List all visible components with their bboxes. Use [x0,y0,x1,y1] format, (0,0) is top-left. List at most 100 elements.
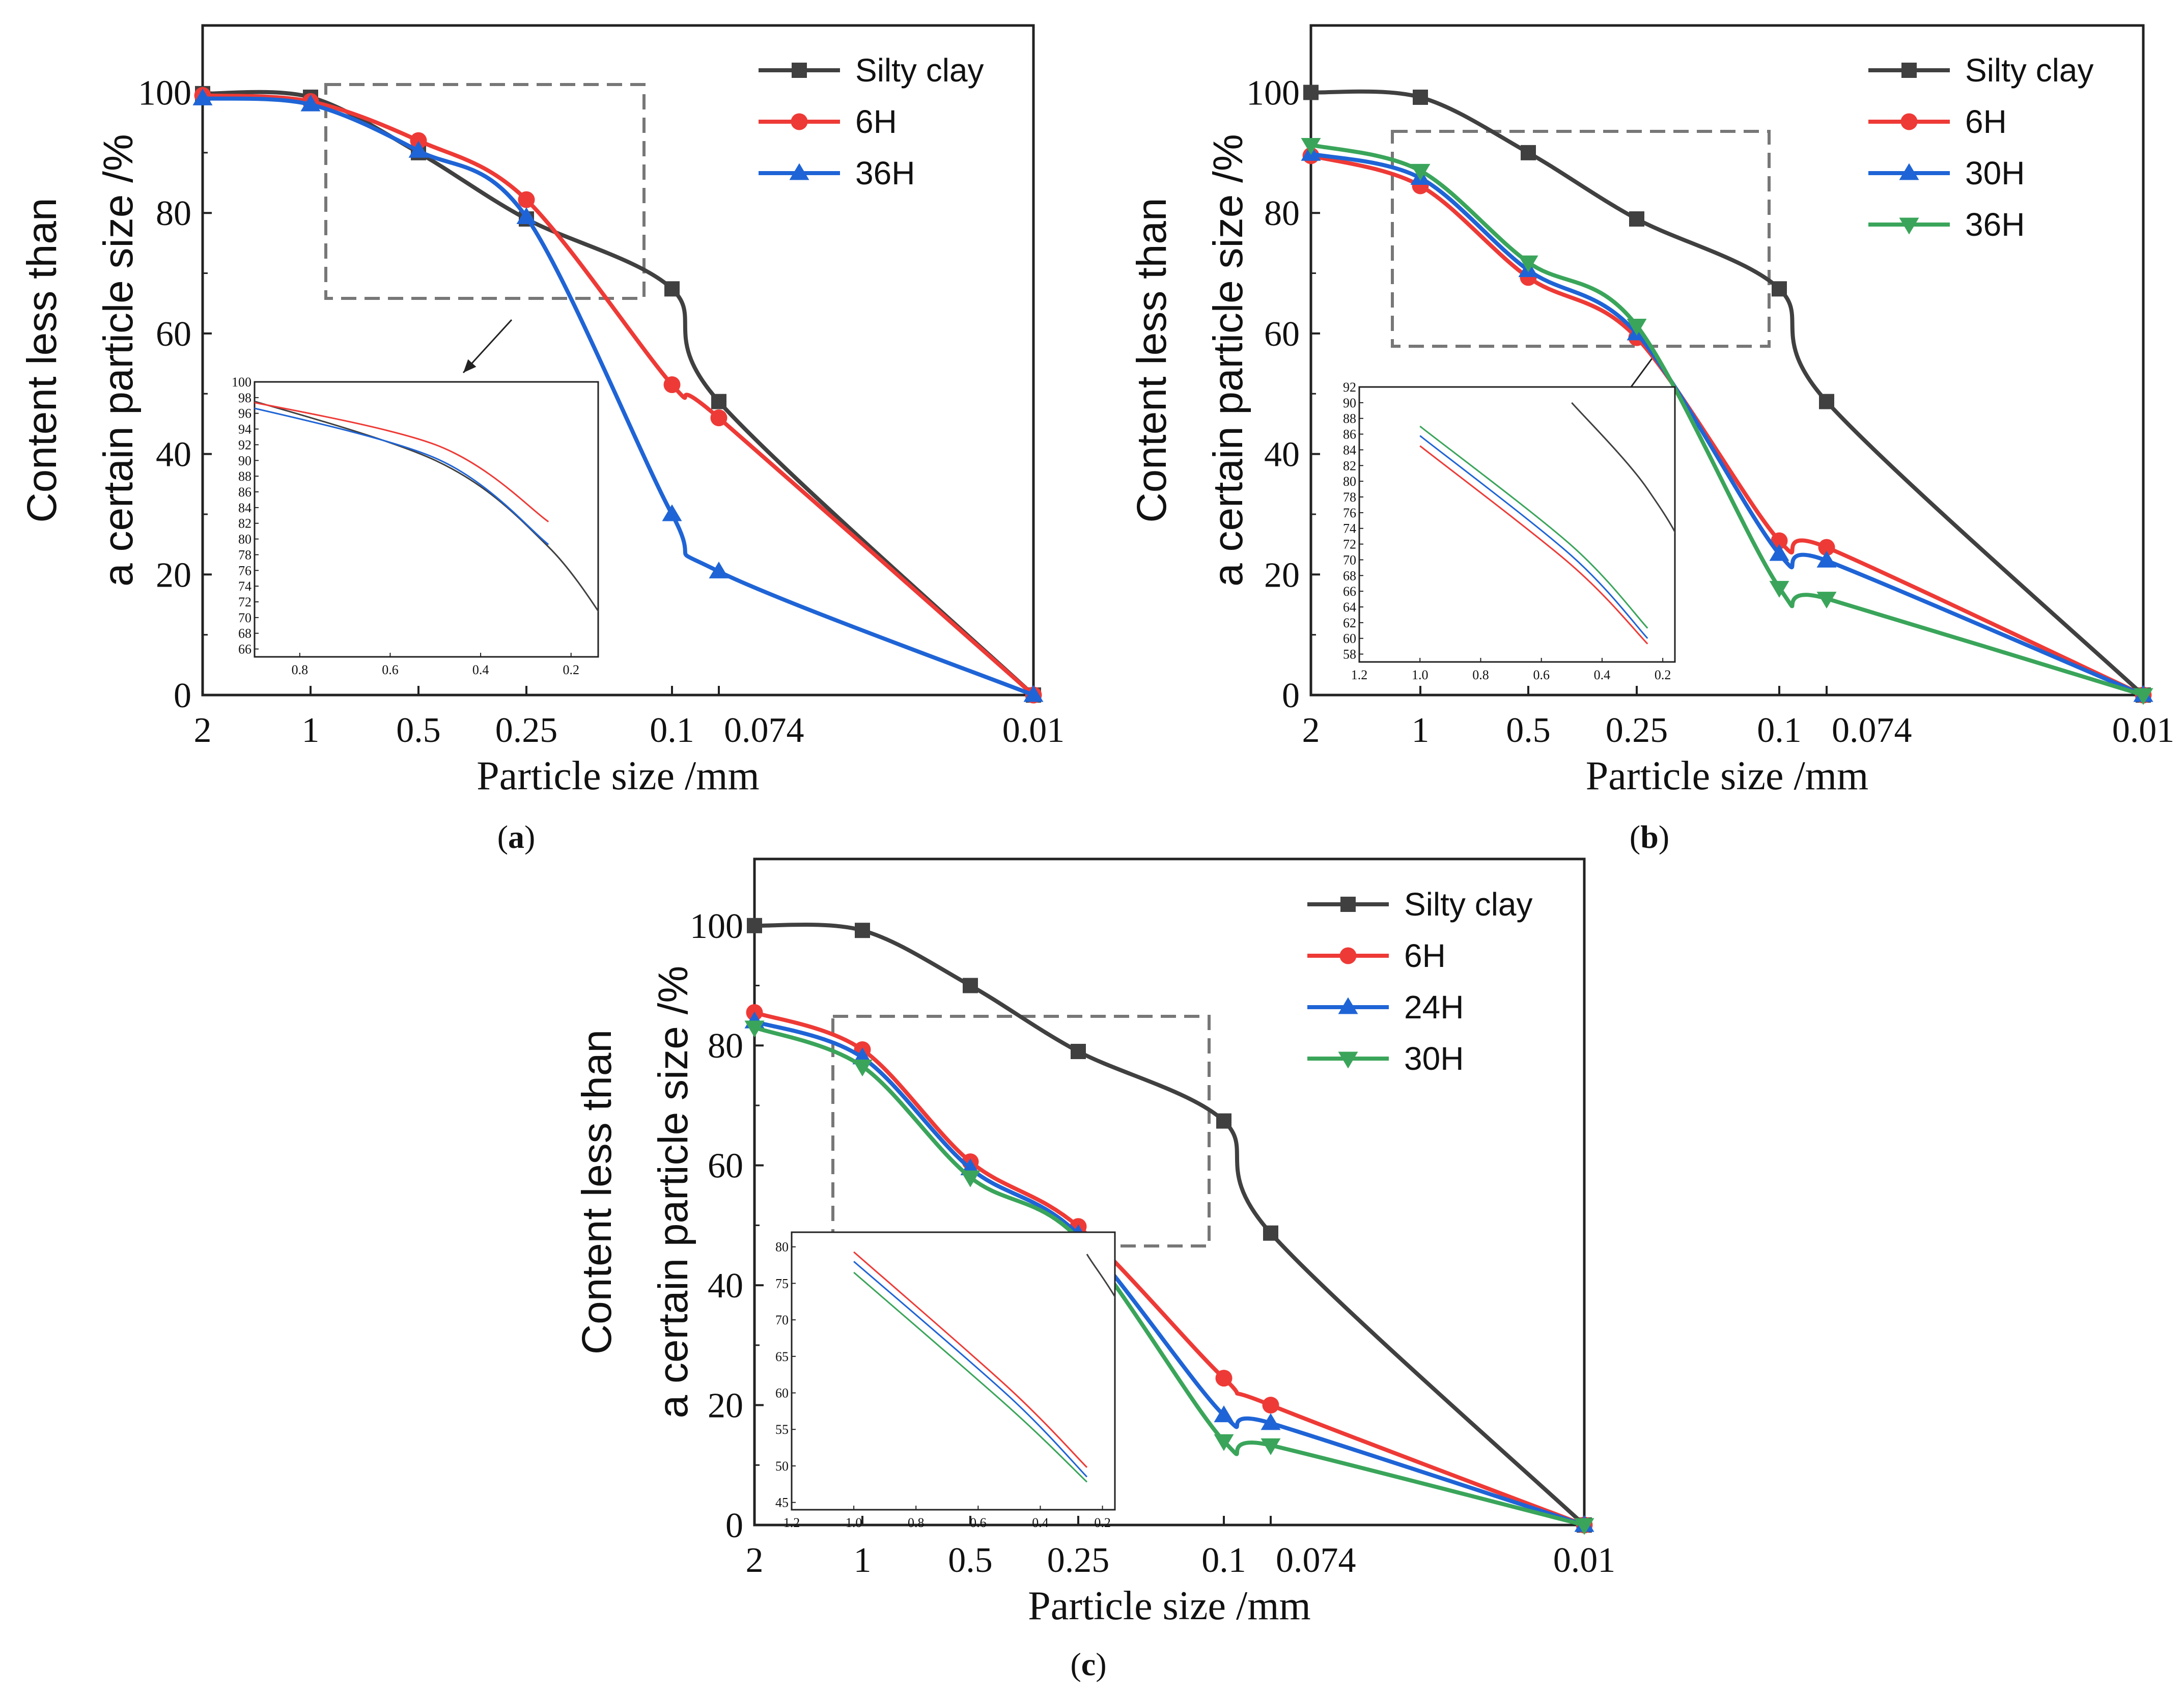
x-tick-label: 2 [746,1541,764,1580]
data-point [1769,544,1789,561]
data-point [300,94,321,112]
inset-x-tick-label: 0.4 [1594,668,1611,682]
inset-y-tick-label: 84 [238,501,251,515]
data-point [518,191,535,208]
series-line [202,96,1034,697]
legend-item: 30H [1868,155,2025,191]
chart-panel-b: 0 20 40 60 80 100 2 1 0.5 0.25 0.1 0.074 0.01 Particl… [1129,24,2174,855]
legend-label: 36H [1965,206,2025,243]
data-point [1216,1113,1231,1129]
data-point [1410,163,1431,181]
data-point [852,1059,873,1076]
data-point [1261,1413,1281,1430]
inset-y-tick-label: 86 [1343,427,1356,442]
data-point [710,409,727,427]
legend-marker [1901,63,1917,78]
legend-marker [1340,897,1356,912]
plot-frame [753,857,1586,1527]
y-axis-title-line1: Content less than [574,1030,620,1354]
x-tick-label: 0.5 [948,1541,993,1580]
inset-series-line [1086,1254,1115,1298]
series-line [754,923,1586,1527]
inset-y-tick-label: 66 [1343,584,1356,599]
inset-x-tick-label: 0.8 [1472,668,1489,682]
data-point [747,918,762,933]
data-point [1574,1518,1594,1535]
inset-x-tick-label: 0.4 [1032,1515,1049,1530]
inset-series-line [255,400,598,613]
series-line [1310,152,2144,697]
data-point [1214,1434,1234,1451]
y-tick-label: 40 [1264,435,1300,475]
data-point [192,88,213,105]
chart-panel-c: 0 20 40 60 80 100 2 1 0.5 0.25 0.1 0.074 0.01 Particl… [574,857,1615,1682]
data-point [963,978,978,993]
caption-open-paren: ( [497,819,508,855]
legend-item: 6H [759,103,897,140]
inset-y-tick-label: 68 [1343,568,1356,583]
legend-marker [1338,997,1358,1014]
inset-y-tick-label: 72 [238,595,251,609]
inset-y-tick-label: 75 [775,1276,789,1291]
legend-label: 6H [855,103,897,140]
caption-letter: c [1081,1646,1096,1682]
plot-frame [1309,24,2145,697]
data-point [1769,580,1789,598]
legend-item: 36H [1868,206,2025,243]
inset-plot: 80 75 70 65 60 55 50 45 1.2 1.0 0.8 0.6 0.4 0.2 [775,1231,1116,1530]
data-point [1819,394,1834,409]
inset-x-tick-label: 1.0 [846,1515,862,1530]
inset-series [255,402,549,522]
caption-letter: a [508,819,524,855]
data-point [408,141,429,158]
data-point [744,1020,765,1038]
series-silty-clay [747,918,1592,1533]
inset-y-tick-label: 70 [775,1313,789,1327]
data-point [855,923,870,938]
caption-close-paren: ) [1096,1646,1106,1682]
zoom-arrow-head [463,359,477,373]
inset-y-tick-label: 68 [238,626,251,641]
legend-marker [789,163,809,180]
legend-marker [791,113,808,130]
inset-y-tick-label: 80 [775,1240,789,1255]
inset-series-line [853,1271,1088,1483]
inset-series-line [1419,445,1648,645]
inset-x-tick-label: 1.2 [1351,668,1368,682]
inset-x-tick-label: 1.0 [1412,668,1429,682]
inset-series [853,1261,1088,1478]
x-tick-label: 2 [1302,711,1320,750]
inset-series [853,1271,1088,1483]
x-tick-label: 0.25 [1606,711,1668,750]
inset-series-line [853,1251,1088,1468]
zoom-box [324,83,646,300]
x-tick-label: 0.074 [1276,1541,1356,1580]
y-tick-label: 20 [156,556,191,595]
series-line [753,1010,1585,1527]
y-axis-title-line2: a certain particle size /% [1205,134,1251,587]
legend-marker [792,63,807,78]
data-point [1261,1438,1281,1455]
x-tick-label: 0.5 [1506,711,1551,750]
inset-series [1419,435,1648,639]
inset-y-tick-label: 96 [238,406,251,421]
inset-series-line [853,1261,1088,1478]
inset-y-tick-label: 70 [1343,552,1356,567]
inset-y-tick-label: 62 [1343,616,1356,630]
inset-y-tick-label: 80 [238,532,251,547]
inset-y-tick-label: 70 [238,611,251,625]
data-point [1771,532,1788,549]
series-line [753,1025,1585,1527]
x-tick-label: 0.01 [1002,711,1065,750]
data-point [1301,137,1321,155]
inset-y-tick-label: 78 [1343,490,1356,505]
inset-y-tick-label: 84 [1343,442,1356,457]
y-tick-label: 60 [708,1147,743,1186]
inset-y-tick-label: 80 [1343,474,1356,489]
inset-y-tick-label: 82 [238,516,251,531]
legend-marker [1338,1051,1358,1069]
data-point [1816,592,1837,609]
data-point [1214,1405,1234,1423]
y-tick-label: 0 [725,1506,743,1545]
inset-series [255,400,598,613]
